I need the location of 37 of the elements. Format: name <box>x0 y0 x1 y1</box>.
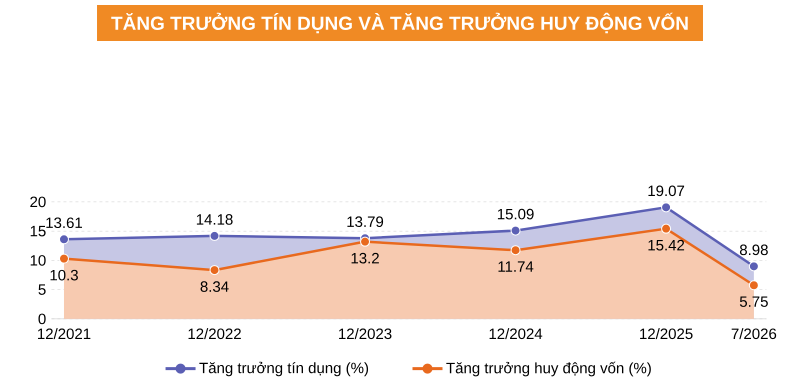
data-label: 14.18 <box>196 214 233 225</box>
data-label: 5.75 <box>740 296 768 307</box>
y-tick-label: 5 <box>38 284 46 295</box>
point <box>210 230 220 241</box>
point <box>58 234 69 244</box>
point <box>510 226 521 236</box>
point <box>210 265 220 276</box>
point <box>661 202 672 212</box>
x-tick-label: 7/2026 <box>732 328 776 340</box>
data-label: 13.61 <box>46 217 82 228</box>
point <box>360 236 370 247</box>
point <box>748 261 759 272</box>
x-tick-label: 12/2021 <box>38 328 90 340</box>
y-tick-label: 20 <box>30 196 46 208</box>
chart-title: TĂNG TRƯỞNG TÍN DỤNG VÀ TĂNG TRƯỞNG HUY ĐỘNG VỐN <box>111 12 688 34</box>
data-label: 8.98 <box>740 244 768 256</box>
y-tick-label: 0 <box>38 314 46 324</box>
data-label: 15.42 <box>648 240 684 250</box>
data-label: 11.74 <box>498 261 534 272</box>
legend-label: Tăng trưởng huy động vốn (%) <box>446 362 651 376</box>
point <box>58 254 69 264</box>
data-label: 15.09 <box>498 208 534 220</box>
point <box>510 245 521 256</box>
data-label: 8.34 <box>200 281 229 292</box>
x-tick-label: 12/2022 <box>188 328 241 340</box>
y-tick-label: 10 <box>30 255 46 266</box>
y-tick-label: 15 <box>30 226 46 236</box>
data-label: 10.3 <box>50 270 78 280</box>
point <box>748 280 759 290</box>
data-label: 19.07 <box>648 186 684 196</box>
x-tick-label: 12/2024 <box>490 328 542 340</box>
data-label: 13.79 <box>347 216 384 228</box>
point <box>661 224 672 234</box>
data-label: 13.2 <box>352 252 379 264</box>
legend-label: Tăng trưởng tín dụng (%) <box>199 362 368 376</box>
x-tick-label: 12/2023 <box>339 328 392 340</box>
x-tick-label: 12/2025 <box>640 328 693 340</box>
